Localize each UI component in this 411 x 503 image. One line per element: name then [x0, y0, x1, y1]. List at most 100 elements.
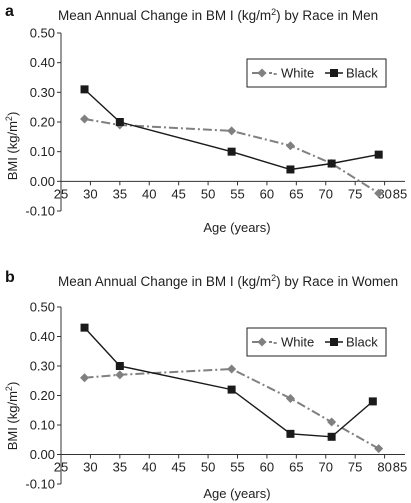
x-tick-label-b-4: 45: [171, 460, 185, 475]
y-tick-label-a-2: 0.30: [30, 85, 55, 100]
legend-marker-white-b: [257, 337, 267, 347]
chart-a-svg: a Mean Annual Change in BM I (kg/m2) by …: [4, 3, 407, 235]
legend-label-black-b: Black: [346, 335, 378, 350]
x-tick-label-b-5: 50: [201, 460, 215, 475]
y-axis-label-b-part3: ): [5, 382, 20, 386]
chart-title-a-part1: Mean Annual Change in BM I (kg/m: [58, 8, 271, 23]
point-white-a-0: [80, 114, 90, 124]
legend-label-white-a: - White: [273, 66, 314, 81]
x-tick-label-b-7: 60: [260, 460, 274, 475]
point-white-a-2: [227, 126, 237, 136]
axes-a: 0.50 0.40 0.30 0.20 0.10 0.00 -0.10 25 30 35 40 45 5…: [25, 26, 407, 219]
x-tick-label-a-0: 25: [54, 186, 68, 201]
point-white-b-0: [80, 373, 90, 383]
y-tick-label-b-2: 0.30: [30, 359, 55, 374]
x-tick-label-b-3: 40: [142, 460, 156, 475]
y-tick-label-a-1: 0.40: [30, 55, 55, 70]
x-axis-label-a: Age (years): [203, 220, 270, 235]
y-tick-label-b-5: 0.00: [30, 447, 55, 462]
point-black-a-2: [227, 147, 236, 156]
x-tick-label-a-7: 60: [260, 186, 274, 201]
y-axis-label-a-part1: BMI (kg/m: [5, 121, 20, 180]
point-white-a-3: [285, 141, 295, 151]
panel-letter-b: b: [5, 269, 15, 286]
legend-label-white-b: - White: [273, 335, 314, 350]
y-axis-label-a: BMI (kg/m2): [4, 112, 20, 181]
x-tick-label-a-3: 40: [142, 186, 156, 201]
x-tick-label-a-6: 55: [230, 186, 244, 201]
x-tick-label-b-8: 65: [289, 460, 303, 475]
point-black-b-3: [286, 429, 295, 438]
point-black-b-2: [227, 385, 236, 394]
chart-title-a: Mean Annual Change in BM I (kg/m2) by Ra…: [58, 7, 378, 23]
x-tick-label-a-10: 75: [348, 186, 362, 201]
point-black-a-1: [115, 118, 124, 126]
y-tick-label-a-4: 0.10: [30, 144, 55, 159]
x-axis-label-b: Age (years): [203, 486, 270, 501]
x-tick-label-b-0: 25: [54, 460, 68, 475]
chart-title-b-part3: ) by Race in Women: [276, 274, 398, 289]
series-group-b: [80, 323, 384, 454]
y-tick-label-b-0: 0.50: [30, 300, 55, 315]
y-tick-label-a-0: 0.50: [30, 26, 55, 41]
y-tick-label-a-6: -0.10: [25, 204, 55, 219]
point-white-a-5: [374, 188, 384, 198]
point-white-b-2: [227, 364, 237, 374]
chart-title-b-sup: 2: [271, 273, 276, 283]
x-tick-label-a-4: 45: [171, 186, 185, 201]
axes-b: 0.50 0.40 0.30 0.20 0.10 0.00 -0.10 25 30 35 40 45 5…: [25, 300, 407, 492]
x-tick-label-b-9: 70: [319, 460, 333, 475]
y-tick-label-b-1: 0.40: [30, 329, 55, 344]
y-axis-label-a-part3: ): [5, 112, 20, 116]
point-black-b-0: [80, 323, 89, 332]
point-black-a-0: [80, 85, 89, 94]
x-tick-label-a-9: 70: [319, 186, 333, 201]
point-white-b-1: [115, 370, 125, 380]
point-white-b-3: [285, 393, 295, 403]
point-white-b-4: [327, 417, 337, 427]
x-tick-label-b-6: 55: [230, 460, 244, 475]
series-line-black-a: [84, 88, 379, 171]
y-axis-label-b: BMI (kg/m2): [4, 382, 20, 451]
chart-title-a-part3: ) by Race in Men: [276, 8, 378, 23]
y-axis-label-b-part1: BMI (kg/m: [5, 391, 20, 450]
series-group-a: [80, 85, 384, 198]
y-tick-label-b-6: -0.10: [25, 477, 55, 492]
y-axis-label-a-sup: 2: [4, 116, 14, 121]
x-tick-label-a-8: 65: [289, 186, 303, 201]
panel-letter-a: a: [5, 3, 14, 20]
point-white-b-5: [374, 444, 384, 454]
point-black-b-1: [115, 362, 124, 370]
chart-title-b: Mean Annual Change in BM I (kg/m2) by Ra…: [58, 273, 398, 289]
y-tick-label-b-3: 0.20: [30, 388, 55, 403]
chart-b-svg: b Mean Annual Change in BM I (kg/m2) by …: [4, 269, 407, 501]
x-tick-label-a-2: 35: [113, 186, 127, 201]
chart-panel-b: b Mean Annual Change in BM I (kg/m2) by …: [0, 252, 411, 503]
series-line-white-b: [84, 367, 380, 450]
chart-title-a-sup: 2: [271, 7, 276, 17]
legend-marker-white-a: [257, 68, 267, 78]
y-tick-label-a-5: 0.00: [30, 174, 55, 189]
legend-marker-black-a: [330, 69, 338, 77]
legend-marker-black-b: [330, 338, 338, 346]
x-tick-label-a-5: 50: [201, 186, 215, 201]
y-tick-label-b-4: 0.10: [30, 418, 55, 433]
series-line-black-b: [83, 327, 374, 438]
x-tick-label-b-10: 75: [348, 460, 362, 475]
y-tick-label-a-3: 0.20: [30, 115, 55, 130]
point-black-a-5: [374, 150, 383, 159]
series-line-white-a: [84, 118, 380, 195]
x-tick-label-a-11: 80: [377, 186, 391, 201]
point-black-b-5: [368, 397, 377, 406]
point-black-b-4: [327, 432, 336, 441]
chart-title-b-part1: Mean Annual Change in BM I (kg/m: [58, 274, 271, 289]
point-black-a-4: [327, 159, 336, 168]
x-tick-label-b-2: 35: [113, 460, 127, 475]
legend-b: - White Black: [246, 327, 387, 357]
x-tick-label-b-12: 85: [393, 460, 407, 475]
x-tick-label-b-1: 30: [83, 460, 97, 475]
point-black-a-3: [286, 165, 295, 174]
x-tick-label-b-11: 80: [377, 460, 391, 475]
x-tick-label-a-12: 85: [393, 186, 407, 201]
x-tick-label-a-1: 30: [83, 186, 97, 201]
